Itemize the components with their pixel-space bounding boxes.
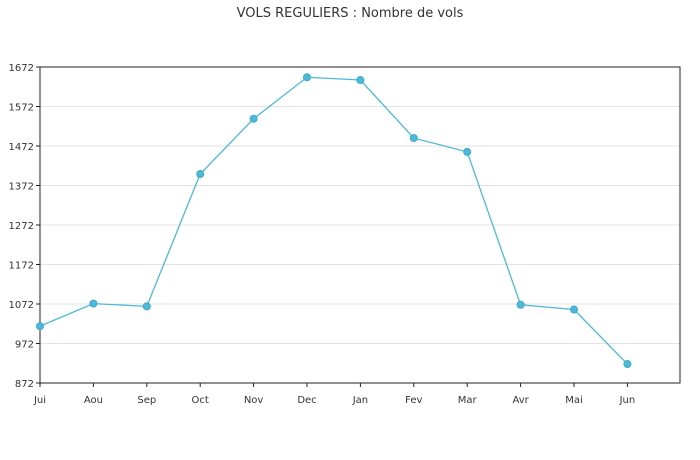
series-line (39, 76, 628, 365)
y-tick-label: 1472 (9, 142, 34, 153)
data-point (89, 299, 98, 308)
y-tick-label: 972 (15, 340, 34, 351)
x-tick-label: Mar (458, 395, 478, 406)
y-tick-label: 1672 (9, 63, 34, 74)
data-point (623, 360, 632, 369)
data-point (570, 305, 579, 314)
y-tick-label: 1572 (9, 103, 34, 114)
y-tick-label: 872 (15, 379, 34, 390)
y-tick-label: 1372 (9, 182, 34, 193)
x-tick-label: Jan (352, 395, 368, 406)
x-tick-label: Sep (137, 395, 156, 406)
y-tick-label: 1072 (9, 300, 34, 311)
x-tick-label: Avr (512, 395, 529, 406)
data-point (249, 114, 258, 123)
x-tick-label: Jui (33, 395, 46, 406)
x-tick-label: Dec (297, 395, 316, 406)
y-axis: 872 972 1072 1172 1272 1372 1472 1572 1672 (9, 63, 40, 390)
data-point (36, 322, 45, 331)
gridlines (40, 66, 680, 384)
x-tick-label: Nov (244, 395, 264, 406)
data-point (356, 76, 365, 85)
data-point (409, 134, 418, 143)
y-tick-label: 1272 (9, 221, 34, 232)
data-point (463, 147, 472, 156)
data-point (142, 302, 151, 311)
data-point (516, 300, 525, 309)
x-tick-label: Fev (405, 395, 422, 406)
x-tick-label: Jun (619, 395, 636, 406)
x-tick-label: Oct (192, 395, 209, 406)
data-point (196, 170, 205, 179)
y-tick-label: 1172 (9, 261, 34, 272)
x-tick-label: Mai (565, 395, 583, 406)
chart-title: VOLS REGULIERS : Nombre de vols (237, 6, 464, 21)
x-axis: Jui Aou Sep Oct Nov Dec Jan Fev Mar Avr Mai Jun (33, 383, 635, 406)
data-point (302, 73, 311, 82)
data-series (36, 73, 632, 369)
x-tick-label: Aou (84, 395, 103, 406)
